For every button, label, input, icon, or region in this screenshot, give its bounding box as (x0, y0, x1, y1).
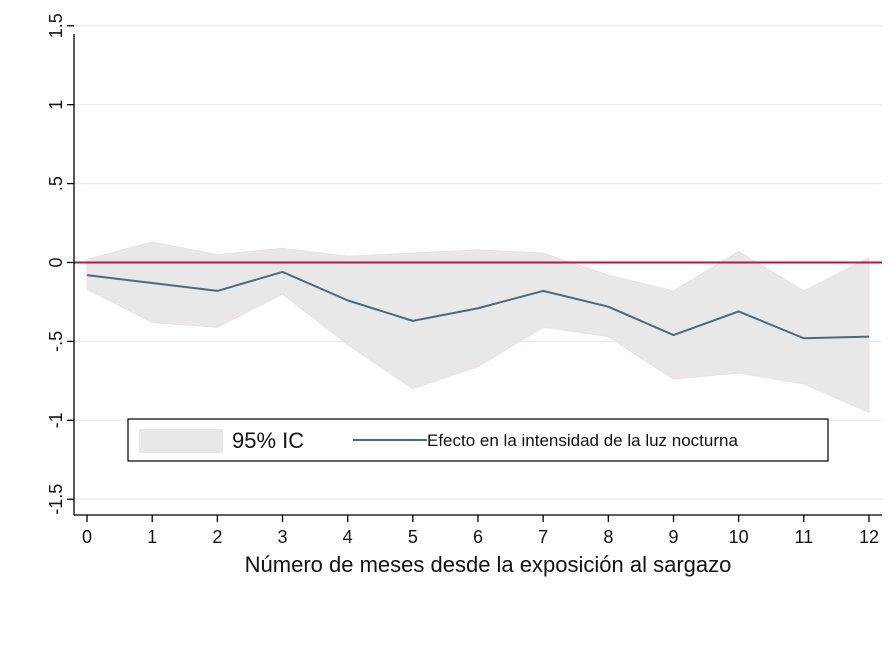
x-tick-label-7: 7 (538, 527, 548, 547)
legend-line-label: Efecto en la intensidad de la luz noctur… (427, 431, 738, 450)
x-tick-labels: 0 1 2 3 4 5 6 7 8 9 10 11 12 (82, 515, 879, 547)
x-tick-label-3: 3 (278, 527, 288, 547)
x-tick-label-8: 8 (603, 527, 613, 547)
ci-band (86, 241, 870, 414)
x-tick-label-2: 2 (212, 527, 222, 547)
x-tick-label-12: 12 (859, 527, 879, 547)
y-tick-label-3: 0 (46, 257, 66, 267)
legend-ci-label: 95% IC (232, 428, 304, 453)
legend-box (127, 418, 829, 462)
effect-line-layer (86, 270, 870, 340)
y-tick-label-1: -1 (46, 412, 66, 428)
x-tick-label-4: 4 (343, 527, 353, 547)
legend-ci-swatch (139, 429, 223, 453)
legend: 95% IC Efecto en la intensidad de la luz… (127, 418, 829, 462)
x-tick-label-10: 10 (729, 527, 749, 547)
x-axis-title: Número de meses desde la exposición al s… (245, 552, 732, 577)
x-tick-label-1: 1 (147, 527, 157, 547)
y-tick-label-4: .5 (46, 176, 66, 191)
x-tick-label-6: 6 (473, 527, 483, 547)
y-tick-label-5: 1 (46, 100, 66, 110)
x-tick-label-9: 9 (668, 527, 678, 547)
y-tick-label-0: -1.5 (46, 484, 66, 515)
ci-band-layer (86, 241, 870, 414)
x-tick-label-0: 0 (82, 527, 92, 547)
y-tick-labels: -1.5 -1 -.5 0 .5 1 1.5 (46, 13, 74, 515)
y-tick-label-2: -.5 (46, 331, 66, 352)
x-tick-label-5: 5 (408, 527, 418, 547)
x-tick-label-11: 11 (794, 527, 813, 547)
y-tick-label-6: 1.5 (46, 13, 66, 38)
